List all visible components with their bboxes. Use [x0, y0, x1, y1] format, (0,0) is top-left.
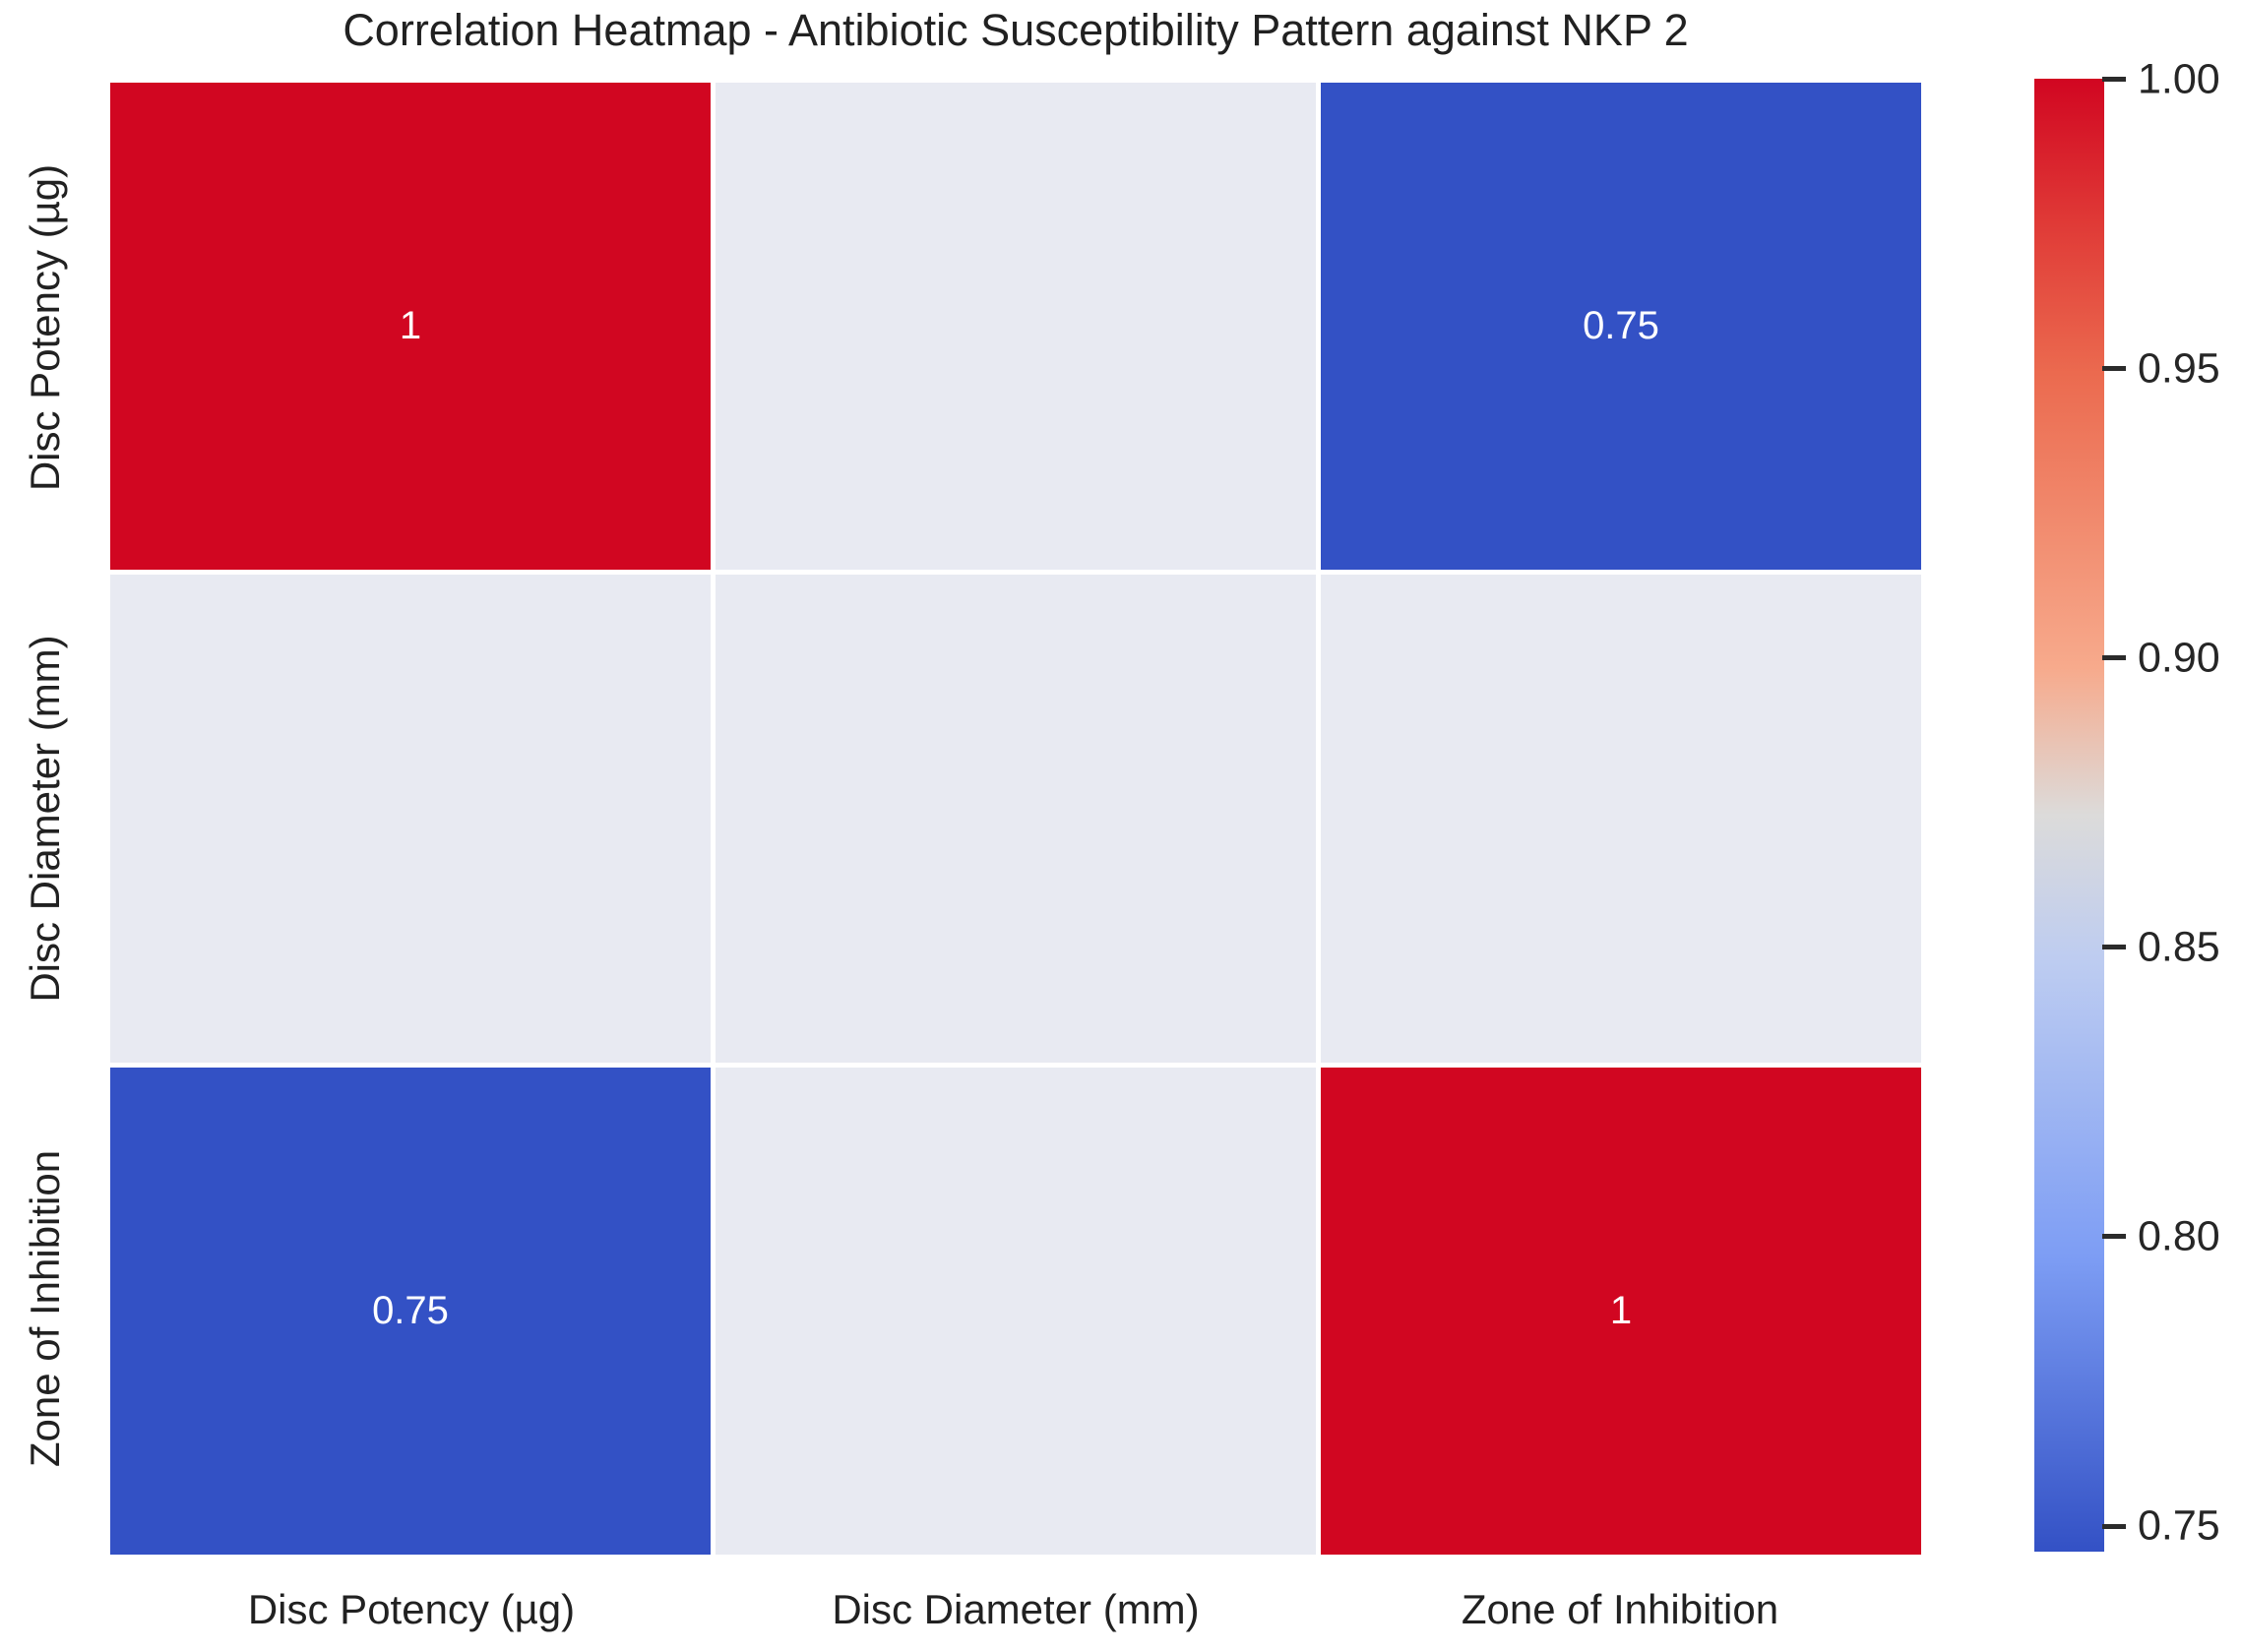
- colorbar-gradient: [2034, 79, 2104, 1552]
- x-axis-label-disc-potency: Disc Potency (µg): [247, 1586, 576, 1632]
- y-axis-label-zone-inhibition: Zone of Inhibition: [22, 1149, 68, 1468]
- colorbar-tick-label: 0.95: [2138, 344, 2220, 393]
- colorbar-tick: [2102, 655, 2126, 660]
- heatmap-cell: [716, 83, 1316, 571]
- colorbar-tick: [2102, 1234, 2126, 1239]
- colorbar-tick: [2102, 366, 2126, 371]
- colorbar-tick-label: 0.90: [2138, 634, 2220, 682]
- colorbar-tick-label: 0.80: [2138, 1212, 2220, 1260]
- y-axis-label-disc-potency: Disc Potency (µg): [22, 163, 68, 492]
- colorbar-tick-label: 0.85: [2138, 923, 2220, 971]
- y-axis-label-disc-diameter: Disc Diameter (mm): [22, 635, 68, 1003]
- colorbar-tick: [2102, 77, 2126, 82]
- x-axis-label-zone-inhibition: Zone of Inhibition: [1461, 1586, 1779, 1632]
- heatmap-cell: 1: [1321, 1067, 1921, 1555]
- colorbar-tick-label: 0.75: [2138, 1501, 2220, 1550]
- x-axis-label-disc-diameter: Disc Diameter (mm): [832, 1586, 1200, 1632]
- heatmap-cell: [716, 1067, 1316, 1555]
- heatmap-cell: [716, 575, 1316, 1063]
- heatmap-cell: 0.75: [1321, 83, 1921, 571]
- heatmap-cell: [110, 575, 711, 1063]
- colorbar-tick: [2102, 945, 2126, 949]
- heatmap-cell: [1321, 575, 1921, 1063]
- colorbar-tick-label: 1.00: [2138, 55, 2220, 103]
- heatmap-grid: 1 0.75 0.75 1: [110, 83, 1921, 1555]
- heatmap-cell: 1: [110, 83, 711, 571]
- colorbar-tick: [2102, 1524, 2126, 1529]
- chart-title: Correlation Heatmap - Antibiotic Suscept…: [343, 5, 1689, 55]
- heatmap-cell: 0.75: [110, 1067, 711, 1555]
